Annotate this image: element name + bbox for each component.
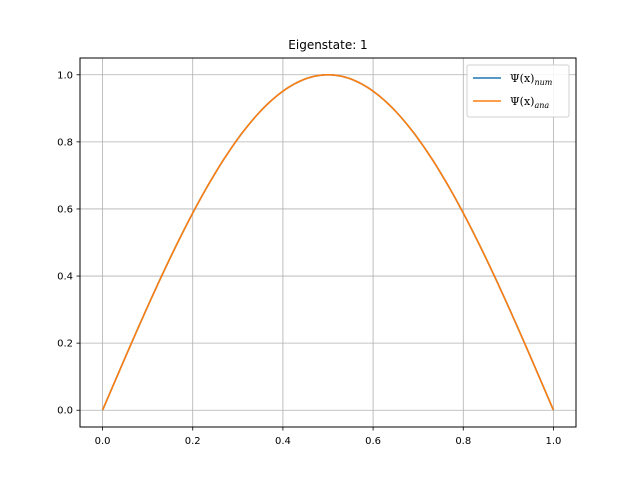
- plot-frame: [79, 57, 577, 428]
- y-axis: 0.0 0.2 0.4 0.6 0.8 1.0: [57, 70, 80, 417]
- legend-label-ana: Ψ(x)ana: [510, 95, 549, 110]
- series-layer: [101, 73, 555, 411]
- x-tick-label: 0.8: [455, 436, 471, 447]
- x-tick-label: 0.0: [95, 436, 111, 447]
- series-line-ana: [101, 73, 555, 411]
- legend-subscript: ana: [534, 101, 549, 110]
- y-tick-label: 0.2: [57, 339, 73, 350]
- legend-main: Ψ(x): [510, 72, 534, 85]
- chart-title: Eigenstate: 1: [288, 38, 367, 52]
- y-tick-label: 1.0: [57, 70, 73, 81]
- x-tick-label: 0.6: [365, 436, 381, 447]
- y-tick-label: 0.0: [57, 406, 73, 417]
- grid-lines: [80, 58, 576, 427]
- legend-subscript: num: [534, 78, 552, 87]
- y-tick-label: 0.4: [57, 272, 73, 283]
- x-tick-label: 0.4: [275, 436, 291, 447]
- y-tick-label: 0.8: [57, 137, 73, 148]
- x-tick-label: 1.0: [546, 436, 562, 447]
- x-tick-label: 0.2: [185, 436, 201, 447]
- series-line-num: [101, 73, 555, 411]
- y-tick-label: 0.6: [57, 204, 73, 215]
- legend-label-num: Ψ(x)num: [510, 72, 553, 87]
- legend-main: Ψ(x): [510, 95, 534, 108]
- x-axis: 0.0 0.2 0.4 0.6 0.8 1.0: [95, 427, 562, 447]
